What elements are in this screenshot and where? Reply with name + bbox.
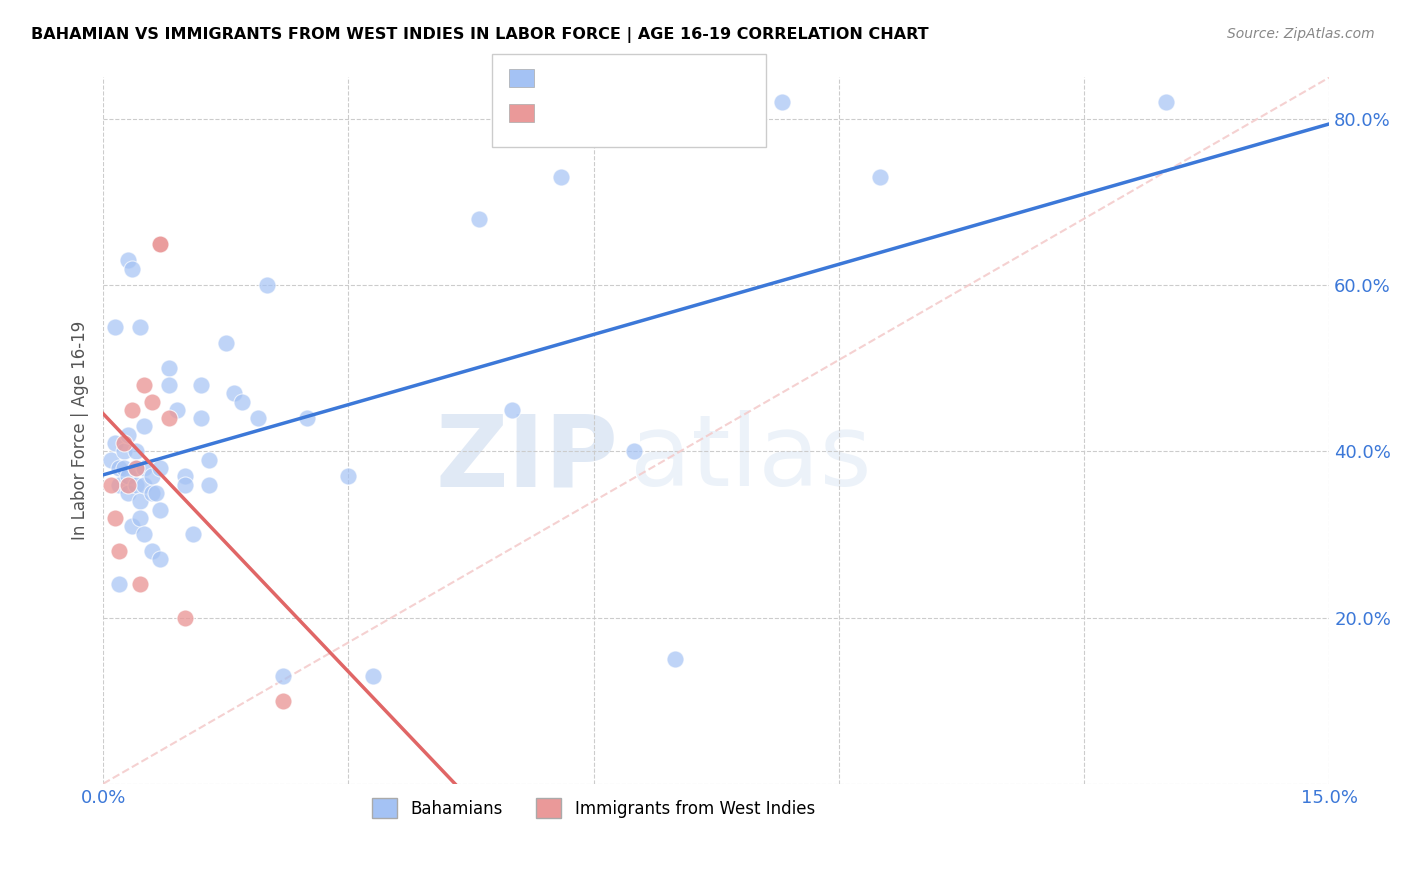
Point xyxy=(141,486,163,500)
Point xyxy=(173,469,195,483)
Point xyxy=(157,377,180,392)
Point xyxy=(132,419,155,434)
Point xyxy=(117,427,139,442)
Point xyxy=(501,402,523,417)
Text: atlas: atlas xyxy=(630,410,872,508)
Y-axis label: In Labor Force | Age 16-19: In Labor Force | Age 16-19 xyxy=(72,321,89,541)
Point xyxy=(215,336,238,351)
Point xyxy=(108,477,131,491)
Text: ZIP: ZIP xyxy=(436,410,619,508)
Point xyxy=(231,394,253,409)
Point xyxy=(157,361,180,376)
Point xyxy=(117,477,139,491)
Point xyxy=(770,95,793,110)
Text: BAHAMIAN VS IMMIGRANTS FROM WEST INDIES IN LABOR FORCE | AGE 16-19 CORRELATION C: BAHAMIAN VS IMMIGRANTS FROM WEST INDIES … xyxy=(31,27,928,43)
Point xyxy=(129,319,152,334)
Point xyxy=(104,511,127,525)
Text: Source: ZipAtlas.com: Source: ZipAtlas.com xyxy=(1227,27,1375,41)
Point xyxy=(104,319,127,334)
Point xyxy=(198,477,221,491)
Point xyxy=(173,477,195,491)
Point xyxy=(125,477,148,491)
Point xyxy=(129,494,152,508)
Point xyxy=(149,552,172,566)
Point xyxy=(190,411,212,425)
Point xyxy=(132,377,155,392)
Text: R = 0.309   N = 58: R = 0.309 N = 58 xyxy=(541,69,711,87)
Point xyxy=(121,402,143,417)
Point xyxy=(1154,95,1177,110)
Point xyxy=(112,461,135,475)
Point xyxy=(361,669,384,683)
Point xyxy=(132,461,155,475)
Point xyxy=(623,444,645,458)
Point xyxy=(132,527,155,541)
Point xyxy=(190,377,212,392)
Point xyxy=(271,693,294,707)
Point xyxy=(141,394,163,409)
Point xyxy=(149,236,172,251)
Point xyxy=(256,278,278,293)
Point xyxy=(145,486,167,500)
Point xyxy=(149,236,172,251)
Point xyxy=(468,211,491,226)
Point xyxy=(173,610,195,624)
Point xyxy=(125,461,148,475)
Point xyxy=(125,461,148,475)
Point xyxy=(198,452,221,467)
Point xyxy=(141,469,163,483)
Legend: Bahamians, Immigrants from West Indies: Bahamians, Immigrants from West Indies xyxy=(366,791,821,825)
Point xyxy=(181,527,204,541)
Point xyxy=(117,486,139,500)
Point xyxy=(121,261,143,276)
Point xyxy=(149,502,172,516)
Point xyxy=(157,411,180,425)
Point xyxy=(550,170,572,185)
Point xyxy=(247,411,270,425)
Point xyxy=(297,411,319,425)
Point xyxy=(112,444,135,458)
Point xyxy=(108,461,131,475)
Point xyxy=(112,436,135,450)
Point xyxy=(121,519,143,533)
Point xyxy=(664,652,686,666)
Point xyxy=(108,577,131,591)
Point xyxy=(104,436,127,450)
Point xyxy=(117,469,139,483)
Point xyxy=(100,452,122,467)
Text: R = 0.356   N = 15: R = 0.356 N = 15 xyxy=(541,104,711,122)
Point xyxy=(337,469,360,483)
Point xyxy=(149,461,172,475)
Point xyxy=(125,444,148,458)
Point xyxy=(129,511,152,525)
Point xyxy=(141,544,163,558)
Point xyxy=(129,577,152,591)
Point xyxy=(222,386,245,401)
Point xyxy=(271,669,294,683)
Point xyxy=(108,544,131,558)
Point xyxy=(100,477,122,491)
Point xyxy=(166,402,188,417)
Point xyxy=(132,477,155,491)
Point xyxy=(117,253,139,268)
Point xyxy=(869,170,891,185)
